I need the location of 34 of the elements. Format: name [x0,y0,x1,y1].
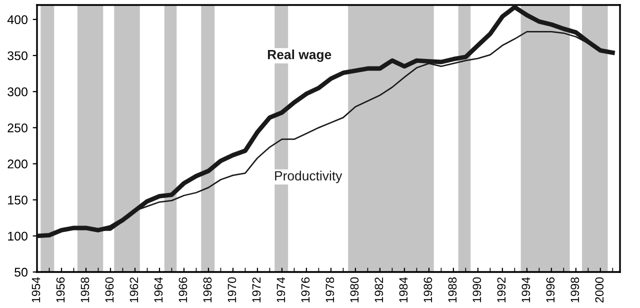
x-tick-label: 1962 [130,277,138,302]
x-tick-label: 1984 [399,277,408,302]
x-tick-label: 1970 [228,277,236,302]
y-tick-label: 300 [8,87,28,96]
y-tick-label: 250 [8,123,28,132]
x-tick-label: 1998 [570,277,580,302]
x-tick-label: 1990 [472,277,482,302]
y-tick-label: 100 [8,232,28,241]
y-tick-label: 50 [14,268,28,277]
y-tick-label: 400 [7,15,28,24]
x-tick-label: 1964 [154,277,163,302]
x-tick-label: 1978 [326,277,334,302]
x-tick-label: 1994 [522,277,530,302]
x-tick-label: 1980 [350,277,359,302]
series-label: Productivity [275,170,342,184]
y-tick-label: 200 [8,160,28,168]
y-tick-label: 350 [8,51,28,60]
x-tick-label: 1960 [105,277,114,302]
x-tick-label: 1988 [448,277,457,302]
y-tick-label: 150 [8,196,28,204]
x-tick-label: 1972 [252,277,261,302]
x-tick-label: 1982 [374,277,384,302]
x-tick-label: 1954 [32,277,40,302]
x-tick-label: 1976 [301,277,310,302]
x-tick-label: 1968 [203,277,212,302]
x-tick-label: 1956 [56,277,65,302]
series-label: Real wage [268,50,332,62]
x-tick-label: 2000 [595,277,604,303]
x-tick-label: 1974 [276,277,286,302]
x-tick-label: 1958 [80,277,90,302]
x-tick-label: 1986 [424,277,432,302]
x-tick-label: 1966 [178,277,188,302]
x-tick-label: 1992 [497,277,506,302]
x-tick-label: 1996 [546,277,555,302]
